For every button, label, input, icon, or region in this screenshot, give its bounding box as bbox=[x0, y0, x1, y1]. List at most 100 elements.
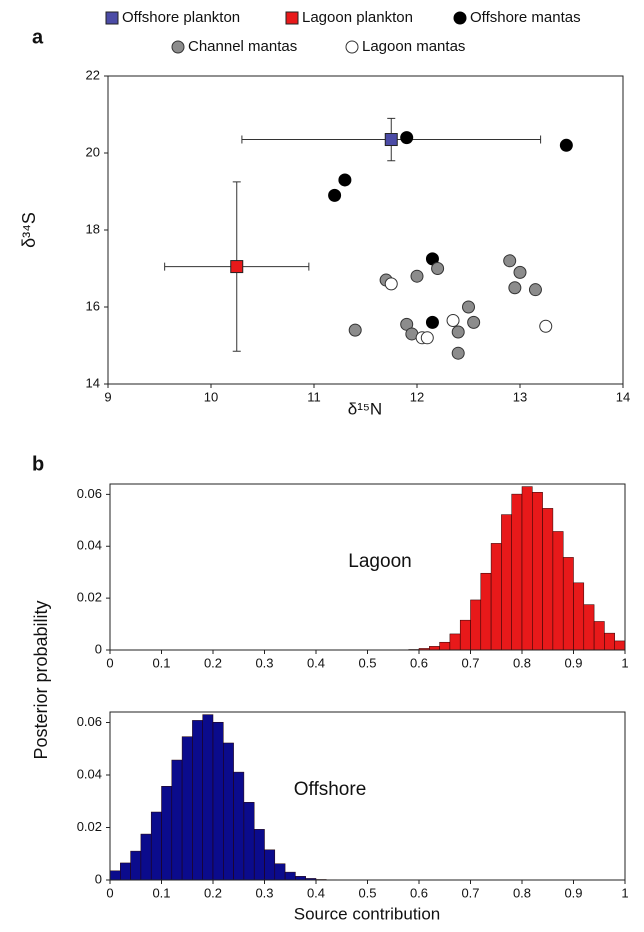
data-point bbox=[508, 281, 522, 295]
histogram-bar bbox=[171, 759, 183, 881]
y-tick-label: 0 bbox=[95, 641, 102, 656]
data-point bbox=[451, 346, 465, 360]
histogram-bar bbox=[429, 646, 440, 651]
histogram-bar bbox=[439, 641, 451, 651]
histogram-bar bbox=[449, 633, 461, 651]
x-tick-label: 0.9 bbox=[564, 655, 582, 670]
x-tick-label: 0.7 bbox=[461, 885, 479, 900]
data-point bbox=[230, 260, 244, 274]
x-tick-label: 0.9 bbox=[564, 885, 582, 900]
histogram-bar bbox=[243, 802, 255, 881]
data-point bbox=[400, 131, 414, 145]
x-tick-label: 0.3 bbox=[255, 885, 273, 900]
histogram-bar bbox=[470, 599, 482, 651]
legend-marker bbox=[285, 11, 299, 25]
y-axis-title: Posterior probability bbox=[31, 600, 51, 759]
data-point bbox=[503, 254, 517, 268]
data-point bbox=[328, 188, 342, 202]
histogram-bar bbox=[284, 871, 296, 881]
histogram-bar bbox=[480, 572, 492, 651]
x-tick-label: 13 bbox=[513, 389, 527, 404]
x-tick-label: 0.7 bbox=[461, 655, 479, 670]
x-tick-label: 12 bbox=[410, 389, 424, 404]
histogram-bar bbox=[521, 486, 533, 651]
histogram-bar bbox=[274, 863, 286, 881]
histogram-bar bbox=[192, 720, 203, 881]
histogram-bar bbox=[573, 582, 585, 651]
legend-label: Offshore plankton bbox=[122, 9, 240, 26]
y-tick-label: 0.02 bbox=[77, 590, 102, 605]
histogram-bar bbox=[604, 632, 615, 651]
y-tick-label: 0 bbox=[95, 871, 102, 886]
x-axis-title: Source contribution bbox=[294, 904, 440, 923]
x-tick-label: 0.2 bbox=[204, 655, 222, 670]
x-tick-label: 1 bbox=[621, 885, 628, 900]
x-tick-label: 0.1 bbox=[152, 655, 170, 670]
histogram-bar bbox=[501, 514, 512, 651]
data-point bbox=[462, 300, 475, 314]
histogram-bar bbox=[552, 531, 564, 651]
x-tick-label: 9 bbox=[104, 389, 111, 404]
histogram-bar bbox=[511, 493, 523, 651]
histogram-bar bbox=[614, 640, 626, 651]
legend-label: Lagoon mantas bbox=[362, 38, 465, 55]
y-tick-label: 0.06 bbox=[77, 714, 102, 729]
legend-marker bbox=[345, 40, 359, 54]
histogram-bar bbox=[223, 742, 234, 881]
data-point bbox=[384, 133, 398, 147]
annotation: Offshore bbox=[294, 779, 367, 800]
panel-label: b bbox=[32, 453, 44, 475]
data-point bbox=[431, 262, 445, 275]
x-tick-label: 1 bbox=[621, 655, 628, 670]
data-point bbox=[559, 138, 573, 152]
annotation: Lagoon bbox=[348, 551, 411, 572]
y-tick-label: 16 bbox=[86, 298, 100, 313]
y-tick-label: 14 bbox=[86, 375, 100, 390]
y-tick-label: 20 bbox=[86, 144, 100, 159]
y-tick-label: 0.04 bbox=[77, 766, 102, 781]
data-point bbox=[513, 265, 527, 279]
x-tick-label: 14 bbox=[616, 389, 630, 404]
x-axis-title: δ¹⁵N bbox=[348, 399, 382, 418]
histogram-bar bbox=[202, 714, 214, 881]
histogram-bar bbox=[161, 786, 173, 881]
y-tick-label: 18 bbox=[86, 221, 100, 236]
data-point bbox=[420, 331, 434, 345]
x-tick-label: 0.4 bbox=[307, 885, 325, 900]
data-point bbox=[384, 277, 398, 291]
legend-marker bbox=[171, 40, 185, 54]
plot-frame bbox=[107, 75, 624, 385]
histogram-bar bbox=[181, 736, 193, 881]
x-tick-label: 0.2 bbox=[204, 885, 222, 900]
data-point bbox=[467, 315, 481, 329]
histogram-bar bbox=[233, 771, 245, 881]
histogram-bar bbox=[140, 833, 152, 881]
y-tick-label: 0.04 bbox=[77, 538, 102, 553]
x-tick-label: 11 bbox=[307, 389, 321, 404]
x-tick-label: 10 bbox=[204, 389, 218, 404]
data-point bbox=[528, 283, 542, 297]
x-tick-label: 0 bbox=[106, 885, 113, 900]
x-tick-label: 0.4 bbox=[307, 655, 325, 670]
x-tick-label: 0.5 bbox=[358, 885, 376, 900]
panel-label: a bbox=[32, 26, 44, 48]
histogram-bar bbox=[120, 862, 131, 881]
x-tick-label: 0.8 bbox=[513, 885, 531, 900]
legend-label: Lagoon plankton bbox=[302, 9, 413, 26]
x-tick-label: 0.1 bbox=[152, 885, 170, 900]
legend-marker bbox=[105, 11, 119, 25]
histogram-bar bbox=[593, 621, 605, 651]
histogram-bar bbox=[459, 619, 471, 651]
histogram-bar bbox=[264, 849, 276, 881]
x-tick-label: 0.6 bbox=[410, 655, 428, 670]
x-tick-label: 0.8 bbox=[513, 655, 531, 670]
histogram-bar bbox=[562, 557, 574, 651]
histogram-bar bbox=[130, 850, 142, 881]
data-point bbox=[446, 313, 460, 327]
y-tick-label: 22 bbox=[86, 67, 100, 82]
legend-label: Offshore mantas bbox=[470, 9, 581, 26]
data-point bbox=[348, 323, 362, 337]
x-tick-label: 0.3 bbox=[255, 655, 273, 670]
histogram-bar bbox=[253, 829, 265, 881]
